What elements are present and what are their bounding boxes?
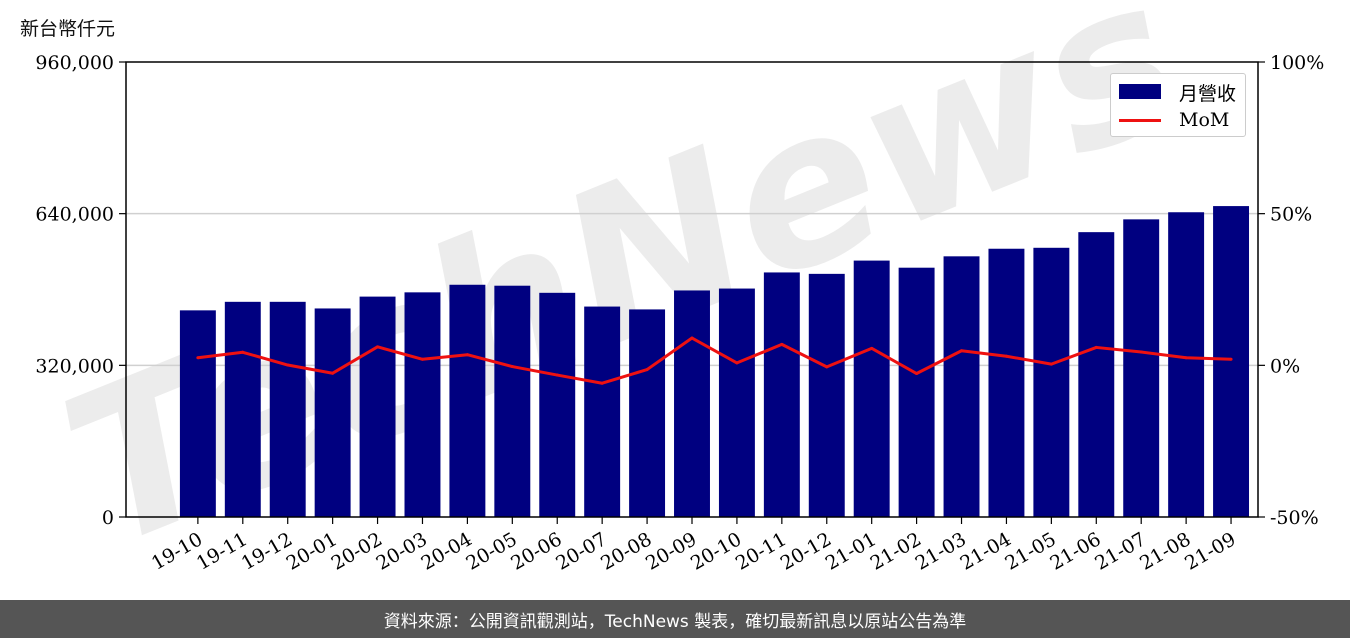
- mom-point-20-03: [420, 357, 424, 361]
- mom-point-20-09: [690, 336, 694, 340]
- mom-point-19-10: [196, 356, 200, 360]
- mom-point-21-06: [1094, 345, 1098, 349]
- x-tick-label: 21-07: [1091, 528, 1149, 574]
- x-tick-label: 20-01: [283, 528, 341, 574]
- bar-21-09: [1213, 206, 1250, 518]
- x-tick-label: 20-08: [597, 528, 655, 574]
- right-tick-label: 50%: [1270, 204, 1312, 226]
- mom-point-21-01: [870, 346, 874, 350]
- mom-point-21-05: [1049, 362, 1053, 366]
- x-tick-label: 20-12: [777, 528, 835, 574]
- mom-point-21-02: [915, 372, 919, 376]
- left-tick-label: 0: [102, 507, 114, 529]
- x-axis: 19-1019-1119-1220-0120-0220-0320-0420-05…: [148, 517, 1240, 575]
- mom-line-series: [196, 336, 1233, 385]
- x-tick-label: 20-07: [552, 528, 610, 574]
- bar-21-03: [943, 256, 980, 517]
- mom-point-21-09: [1229, 357, 1233, 361]
- x-tick-label: 21-08: [1136, 528, 1194, 574]
- legend-swatch-line: [1119, 119, 1161, 122]
- bar-20-04: [449, 284, 486, 517]
- x-tick-label: 21-03: [912, 528, 970, 574]
- mom-point-21-03: [960, 349, 964, 353]
- x-tick-label: 21-06: [1046, 528, 1104, 574]
- mom-point-20-10: [735, 361, 739, 365]
- mom-point-21-04: [1004, 354, 1008, 358]
- mom-point-19-12: [286, 363, 290, 367]
- bar-21-08: [1168, 212, 1205, 517]
- x-tick-label: 20-11: [732, 528, 790, 574]
- x-tick-label: 20-03: [373, 528, 431, 574]
- legend-label-mom: MoM: [1179, 109, 1230, 131]
- mom-point-20-02: [376, 345, 380, 349]
- bar-20-02: [359, 296, 396, 517]
- mom-point-19-11: [241, 350, 245, 354]
- mom-point-20-01: [331, 371, 335, 375]
- x-tick-label: 21-02: [867, 528, 925, 574]
- left-tick-label: 640,000: [35, 204, 114, 226]
- bar-20-03: [404, 292, 441, 517]
- mom-point-20-05: [510, 365, 514, 369]
- bar-20-10: [718, 288, 755, 517]
- bar-20-11: [763, 272, 800, 517]
- bar-20-09: [674, 290, 710, 517]
- x-tick-label: 20-09: [642, 528, 700, 574]
- x-tick-label: 21-09: [1181, 528, 1239, 574]
- bar-20-08: [629, 309, 666, 517]
- right-axis: -50% 0% 50% 100%: [1258, 52, 1324, 529]
- mom-line: [197, 336, 1232, 385]
- bar-21-01: [853, 260, 890, 517]
- x-tick-label: 20-02: [328, 528, 386, 574]
- mom-point-20-08: [645, 368, 649, 372]
- legend-swatch-bar: [1119, 84, 1161, 99]
- legend-label-revenue: 月營收: [1179, 83, 1237, 105]
- mom-point-21-07: [1139, 350, 1143, 354]
- left-tick-label: 320,000: [35, 355, 114, 377]
- x-tick-label: 21-05: [1001, 528, 1059, 574]
- mom-point-20-12: [825, 365, 829, 369]
- x-tick-label: 20-10: [687, 528, 745, 574]
- left-tick-label: 960,000: [35, 52, 114, 74]
- bar-21-02: [898, 267, 935, 517]
- bar-20-06: [539, 292, 576, 517]
- bar-19-11: [224, 301, 261, 517]
- footer-text: 資料來源：公開資訊觀測站，TechNews 製表，確切最新訊息以原站公告為準: [383, 611, 967, 632]
- mom-point-21-08: [1184, 356, 1188, 360]
- right-tick-label: 100%: [1270, 52, 1324, 74]
- mom-point-20-07: [600, 381, 604, 385]
- x-tick-label: 20-06: [507, 528, 565, 574]
- bar-20-07: [584, 306, 621, 517]
- left-axis: 0 320,000 640,000 960,000: [35, 52, 126, 529]
- bar-20-05: [494, 285, 531, 517]
- right-tick-label: -50%: [1270, 507, 1319, 529]
- footer-source: 資料來源：公開資訊觀測站，TechNews 製表，確切最新訊息以原站公告為準: [0, 600, 1350, 638]
- mom-point-20-06: [555, 373, 559, 377]
- bar-20-01: [314, 308, 351, 517]
- legend-item-mom: MoM: [1111, 107, 1247, 135]
- x-tick-label: 21-01: [822, 528, 880, 574]
- x-tick-label: 20-04: [417, 528, 475, 574]
- bar-21-04: [988, 248, 1025, 518]
- bar-21-07: [1123, 219, 1160, 517]
- right-tick-label: 0%: [1270, 355, 1300, 377]
- legend: 月營收 MoM: [1110, 73, 1246, 137]
- bar-19-10: [179, 310, 216, 517]
- x-tick-label: 21-04: [957, 528, 1015, 574]
- bar-21-06: [1078, 232, 1115, 517]
- x-tick-label: 20-05: [462, 528, 520, 574]
- bar-series: [179, 206, 1250, 518]
- unit-label: 新台幣仟元: [20, 18, 116, 40]
- mom-point-20-04: [465, 353, 469, 357]
- bar-20-12: [808, 273, 845, 517]
- mom-point-20-11: [780, 342, 784, 346]
- legend-item-revenue: 月營收: [1111, 77, 1247, 105]
- bar-21-05: [1033, 247, 1070, 517]
- bar-19-12: [269, 301, 306, 517]
